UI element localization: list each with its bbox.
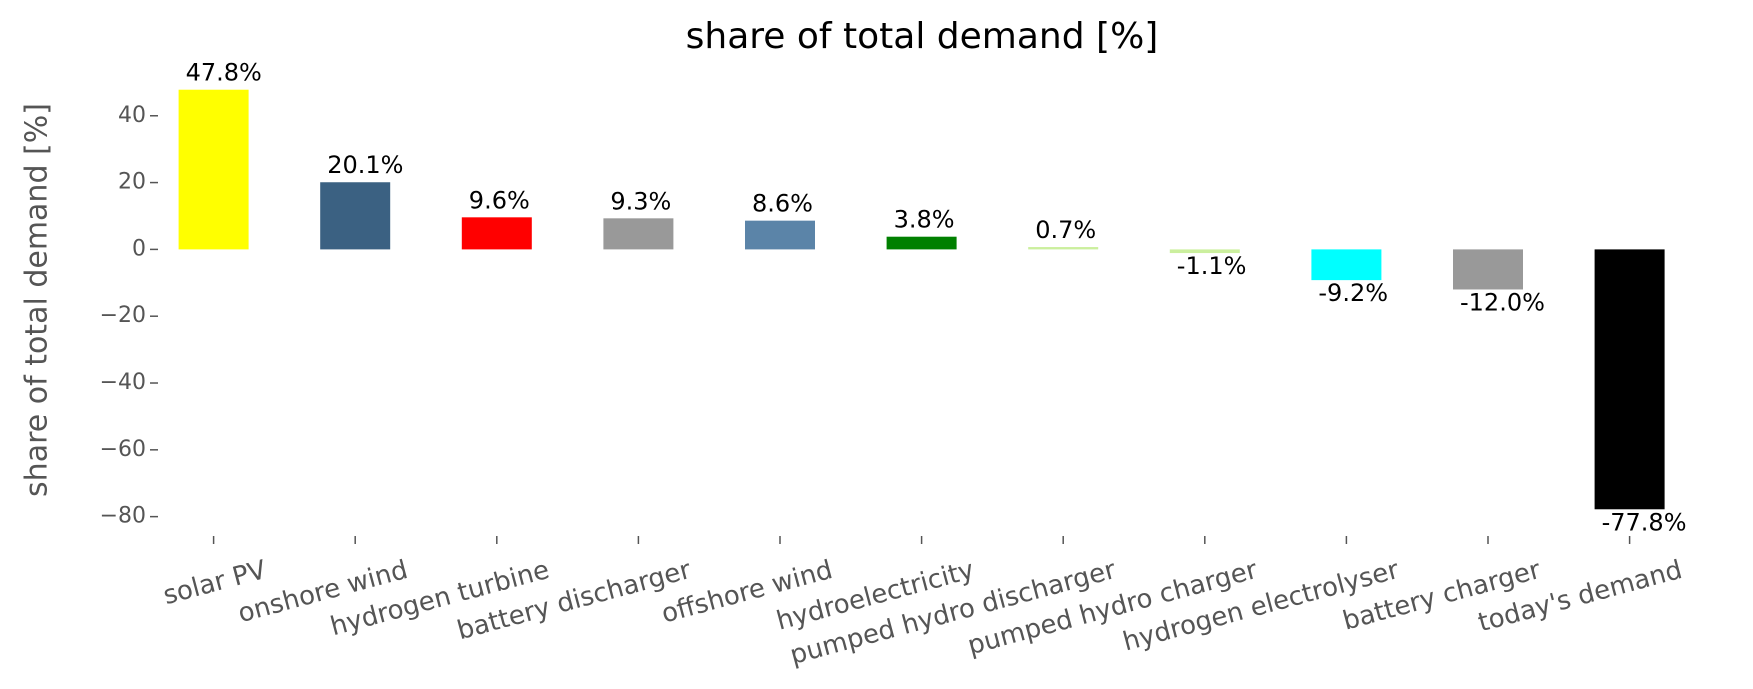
value-label: -77.8% [1602, 508, 1687, 536]
y-tick-label: −60 [100, 437, 146, 462]
y-tick-label: −80 [100, 504, 146, 529]
bar [603, 218, 674, 250]
bar [1594, 249, 1665, 510]
y-axis-label: share of total demand [%] [20, 103, 55, 497]
value-label: -1.1% [1177, 252, 1247, 280]
y-tick-label: 0 [132, 236, 146, 261]
value-label: 9.3% [610, 187, 671, 215]
value-label: 0.7% [1035, 216, 1096, 244]
value-label: 8.6% [752, 190, 813, 218]
y-tick-label: −20 [100, 303, 146, 328]
bar [461, 217, 532, 250]
value-label: 47.8% [186, 59, 262, 87]
value-label: 20.1% [327, 151, 403, 179]
chart-title: share of total demand [%] [686, 16, 1159, 57]
bar [1028, 247, 1099, 250]
value-label: 9.6% [469, 186, 530, 214]
value-label: 3.8% [894, 206, 955, 234]
value-label: -9.2% [1318, 279, 1388, 307]
bar [178, 89, 249, 250]
y-tick-label: 40 [118, 103, 146, 128]
bar [320, 182, 391, 250]
bar [745, 220, 815, 250]
bar [1169, 249, 1240, 254]
bar [1453, 249, 1523, 290]
bar [886, 236, 957, 250]
y-tick-label: −40 [100, 370, 146, 395]
y-tick-label: 20 [118, 170, 146, 195]
value-label: -12.0% [1460, 288, 1545, 316]
bar [1311, 249, 1382, 281]
